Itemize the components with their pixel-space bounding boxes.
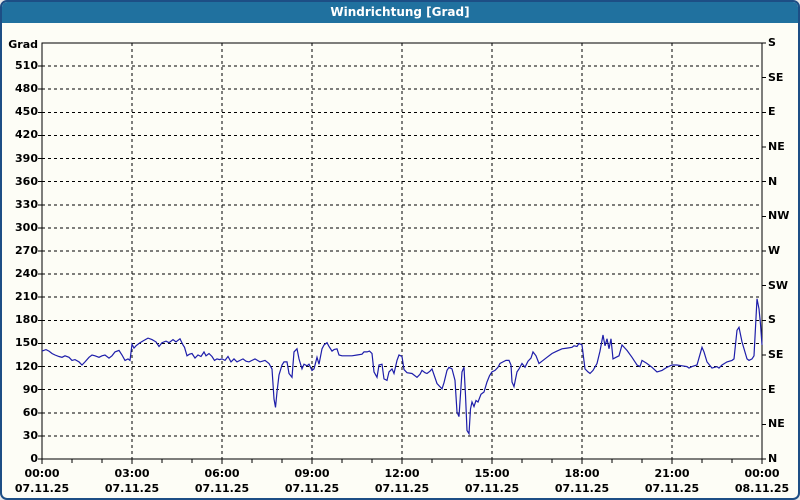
x-axis-date-label: 07.11.25 [644, 482, 700, 495]
compass-axis-label: E [768, 382, 776, 396]
window-title: Windrichtung [Grad] [330, 5, 470, 19]
x-axis-date-label: 07.11.25 [194, 482, 250, 495]
series-windrichtung [41, 298, 763, 436]
compass-axis-label: NW [768, 209, 790, 223]
y-axis-tick-label: 150 [15, 336, 38, 350]
compass-axis-label: E [768, 105, 776, 119]
y-axis-tick-label: 510 [15, 59, 38, 73]
y-axis-tick-label: 330 [15, 197, 38, 211]
x-axis-date-label: 07.11.25 [14, 482, 70, 495]
compass-axis-label: SW [768, 278, 789, 292]
y-axis-tick-label: 90 [22, 382, 38, 396]
window-title-bar[interactable]: Windrichtung [Grad] [2, 2, 798, 23]
y-axis-tick-label: 450 [15, 105, 38, 119]
y-axis-tick-label: 420 [15, 128, 38, 142]
y-axis-tick-label: 360 [15, 174, 38, 188]
x-axis-time-label: 09:00 [294, 467, 330, 480]
compass-axis-label: N [768, 452, 778, 465]
x-axis-date-label: 08.11.25 [734, 482, 790, 495]
x-axis-time-label: 18:00 [564, 467, 600, 480]
y-axis-tick-label: 270 [15, 244, 38, 257]
x-axis-time-label: 00:00 [744, 467, 780, 480]
x-axis-date-label: 07.11.25 [104, 482, 160, 495]
y-axis-tick-label: 60 [22, 405, 38, 419]
x-axis-time-label: 12:00 [384, 467, 420, 480]
compass-axis-label: S [768, 36, 776, 49]
y-axis-tick-label: 120 [15, 359, 38, 373]
x-axis-time-label: 15:00 [474, 467, 510, 480]
y-axis-tick-label: 390 [15, 151, 38, 165]
wind-direction-line-chart [38, 42, 766, 464]
compass-axis-label: NE [768, 417, 785, 431]
y-axis-tick-label: 0 [30, 452, 38, 465]
x-axis-time-label: 21:00 [654, 467, 690, 480]
compass-axis-label: N [768, 174, 778, 188]
x-axis-date-label: 07.11.25 [554, 482, 610, 495]
x-axis-time-label: 06:00 [204, 467, 240, 480]
y-axis-tick-label: 30 [22, 428, 38, 442]
y-axis-tick-label: 480 [15, 82, 38, 96]
y-axis-tick-label: 180 [15, 313, 38, 327]
y-axis-tick-label: 240 [15, 267, 38, 281]
x-axis-date-label: 07.11.25 [284, 482, 340, 495]
y-axis-tick-label: 210 [15, 290, 38, 304]
x-axis-date-label: 07.11.25 [464, 482, 520, 495]
y-axis-tick-label: 300 [15, 220, 38, 234]
x-axis-time-label: 00:00 [24, 467, 60, 480]
chart-area: Grad 0 30 60 90 120 150 180 210 240 270 300 330 360 3… [2, 23, 798, 498]
compass-axis-label: NE [768, 140, 785, 153]
compass-axis-label: SE [768, 348, 784, 361]
compass-axis-label: SE [768, 70, 784, 84]
y-axis-unit-label: Grad [8, 38, 38, 51]
plot-region [38, 42, 766, 464]
x-axis-date-label: 07.11.25 [374, 482, 430, 495]
compass-axis-label: W [768, 244, 781, 257]
compass-axis-label: S [768, 313, 776, 327]
x-axis-time-label: 03:00 [114, 467, 150, 480]
